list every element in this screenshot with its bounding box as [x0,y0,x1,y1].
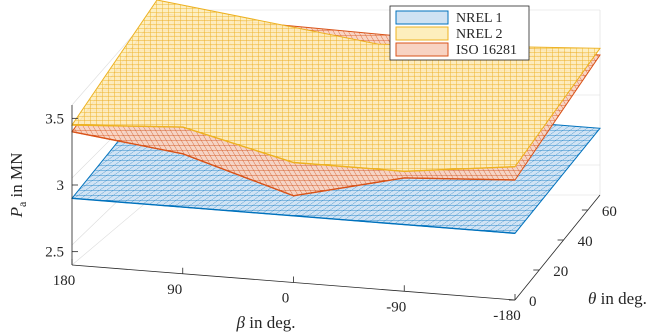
z-axis-label: Pa in MN [7,153,29,219]
z-tick-label: 2.5 [45,245,64,261]
z-ticks: 2.5 3 3.5 [45,111,78,261]
legend-swatch-iso [395,42,449,57]
theta-tick-label: 0 [529,294,537,310]
beta-tick-label: 90 [167,282,182,298]
theta-tick-label: 60 [602,204,617,220]
theta-tick-label: 20 [553,264,568,280]
beta-tick-label: -180 [493,308,521,324]
theta-ticks: 0 20 40 60 [509,204,617,310]
surface-edge-1 [71,124,516,173]
legend-swatch-nrel1 [395,10,449,25]
surface-edge-2 [71,131,516,197]
theta-tick-label: 40 [578,234,593,250]
legend-label-iso: ISO 16281 [456,43,517,58]
beta-tick-label: 0 [282,291,290,307]
beta-ticks: 180 90 0 -90 -180 [53,259,521,324]
legend-swatch-nrel2 [395,26,449,41]
legend-label-nrel1: NREL 1 [456,11,503,26]
surface-edge-0 [71,197,516,234]
beta-axis-label: β in deg. [236,313,296,332]
legend: NREL 1 NREL 2 ISO 16281 [389,5,530,61]
theta-axis-line [514,194,601,301]
grid-line [71,194,156,266]
legend-label-nrel2: NREL 2 [456,27,503,42]
z-tick-label: 3 [57,178,65,194]
beta-tick-label: -90 [386,299,406,315]
beta-tick-label: 180 [53,273,76,289]
z-tick-label: 3.5 [45,111,64,127]
theta-axis-label: θ in deg. [588,289,647,308]
